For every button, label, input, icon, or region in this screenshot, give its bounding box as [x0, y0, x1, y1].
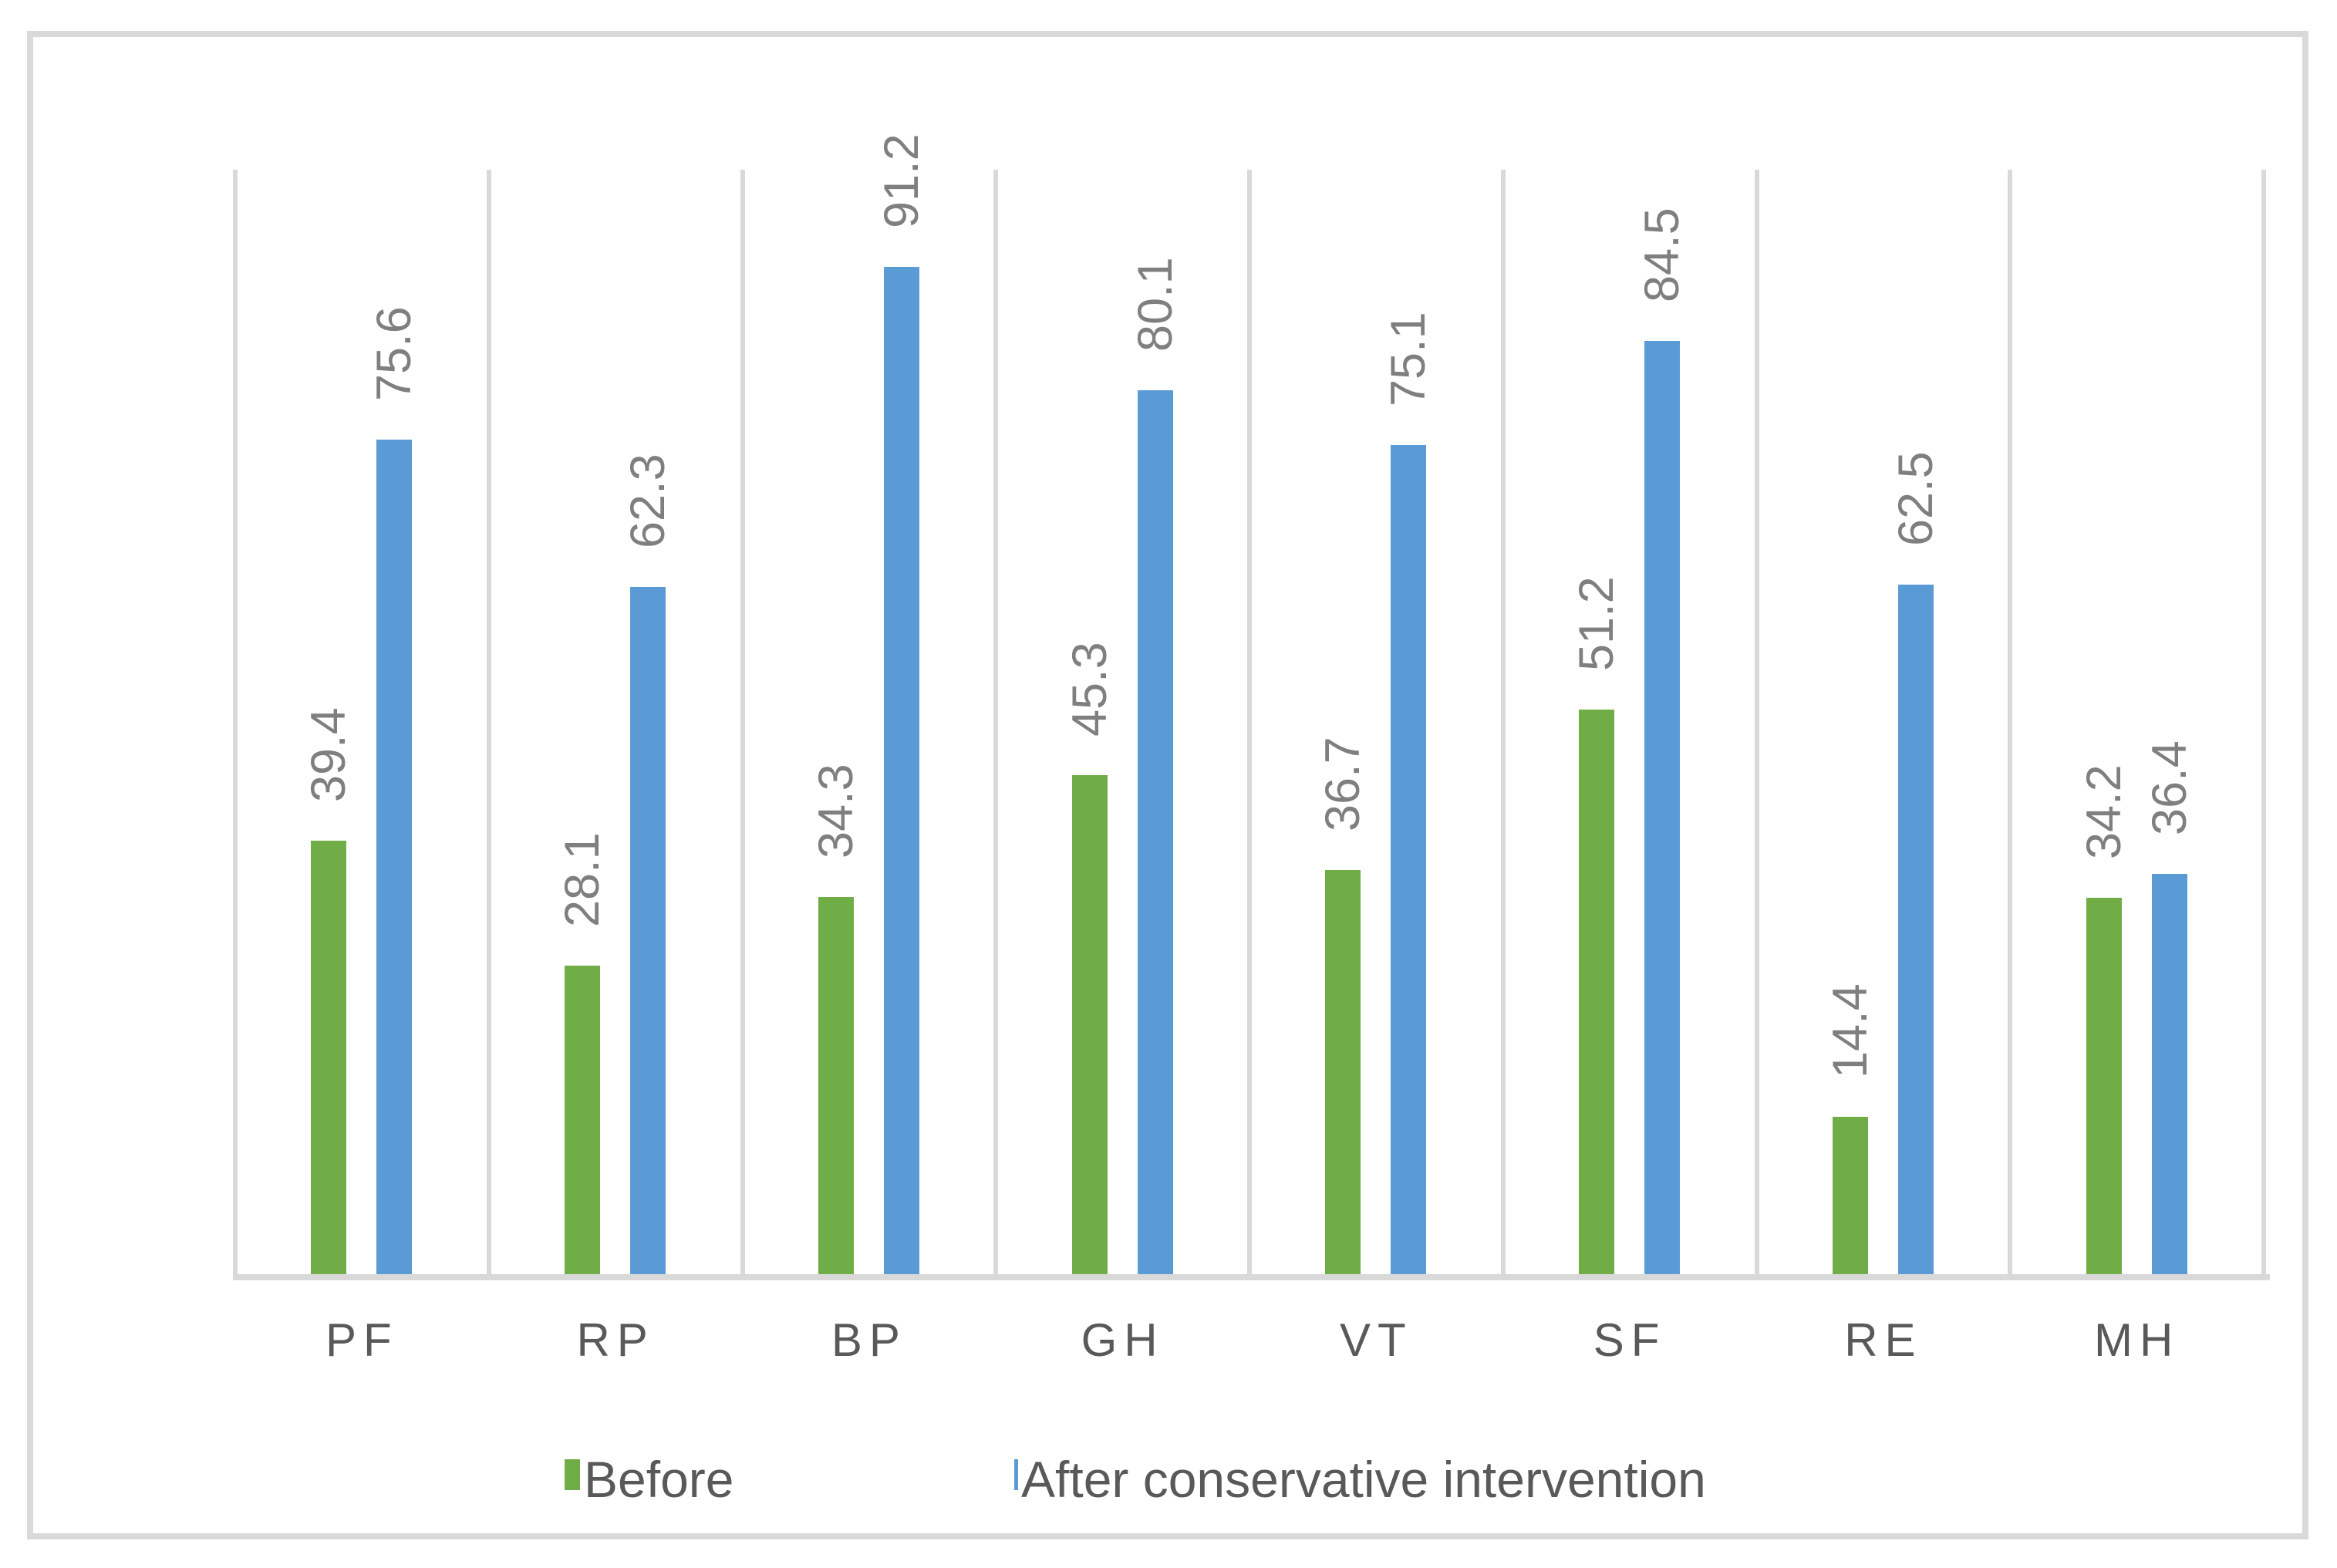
- gridline: [486, 170, 491, 1274]
- gridline: [2008, 170, 2013, 1274]
- gridline: [993, 170, 999, 1274]
- data-label-GH-after: 80.1: [1128, 256, 1182, 352]
- x-axis-label-MH: MH: [2093, 1314, 2180, 1366]
- bar-after-RE: [1897, 585, 1934, 1274]
- gridline: [740, 170, 745, 1274]
- x-axis-label-SF: SF: [1593, 1314, 1667, 1366]
- bar-after-PF: [376, 440, 413, 1274]
- gridline: [1754, 170, 1759, 1274]
- data-label-SF-after: 84.5: [1635, 207, 1690, 303]
- bar-after-RP: [630, 586, 666, 1274]
- data-label-BP-before: 34.3: [808, 764, 863, 858]
- bar-before-RE: [1832, 1117, 1868, 1274]
- bar-before-VT: [1325, 870, 1361, 1274]
- legend-swatch-after: [1014, 1459, 1018, 1490]
- bar-after-GH: [1137, 389, 1173, 1274]
- data-label-RP-after: 62.3: [621, 454, 676, 548]
- bar-before-RP: [565, 965, 601, 1274]
- bar-before-MH: [2086, 898, 2122, 1274]
- bar-before-GH: [1071, 774, 1108, 1274]
- x-axis-label-RE: RE: [1844, 1314, 1923, 1366]
- x-axis-label-PF: PF: [325, 1314, 399, 1366]
- data-label-MH-before: 34.2: [2076, 764, 2131, 860]
- bar-after-BP: [883, 267, 919, 1274]
- x-axis-line: [233, 1274, 2270, 1280]
- data-label-BP-after: 91.2: [874, 133, 929, 229]
- x-axis-label-RP: RP: [576, 1314, 655, 1366]
- gridline: [1500, 170, 1506, 1274]
- bar-after-VT: [1391, 445, 1427, 1274]
- x-axis-label-VT: VT: [1340, 1314, 1413, 1366]
- data-label-RP-before: 28.1: [555, 832, 610, 927]
- legend-swatch-before: [565, 1459, 580, 1490]
- gridline: [233, 170, 238, 1274]
- data-label-RE-after: 62.5: [1888, 451, 1943, 547]
- gridline: [2261, 170, 2266, 1274]
- bar-after-SF: [1644, 341, 1681, 1274]
- data-label-PF-after: 75.6: [367, 306, 422, 402]
- x-axis-label-GH: GH: [1081, 1314, 1165, 1366]
- data-label-SF-before: 51.2: [1570, 576, 1624, 672]
- legend-label-before: Before: [584, 1451, 734, 1508]
- legend-label-after: After conservative intervention: [1021, 1451, 1706, 1508]
- data-label-VT-after: 75.1: [1381, 312, 1436, 407]
- data-label-GH-before: 45.3: [1062, 642, 1117, 737]
- data-label-PF-before: 39.4: [302, 706, 356, 802]
- bar-after-MH: [2151, 873, 2187, 1274]
- bar-before-BP: [818, 896, 854, 1274]
- data-label-VT-before: 36.7: [1316, 737, 1371, 832]
- data-label-RE-before: 14.4: [1823, 983, 1877, 1079]
- bar-before-PF: [311, 840, 347, 1274]
- gridline: [1247, 170, 1252, 1274]
- x-axis-label-BP: BP: [831, 1314, 907, 1366]
- bar-before-SF: [1579, 710, 1615, 1274]
- data-label-MH-after: 36.4: [2142, 740, 2197, 835]
